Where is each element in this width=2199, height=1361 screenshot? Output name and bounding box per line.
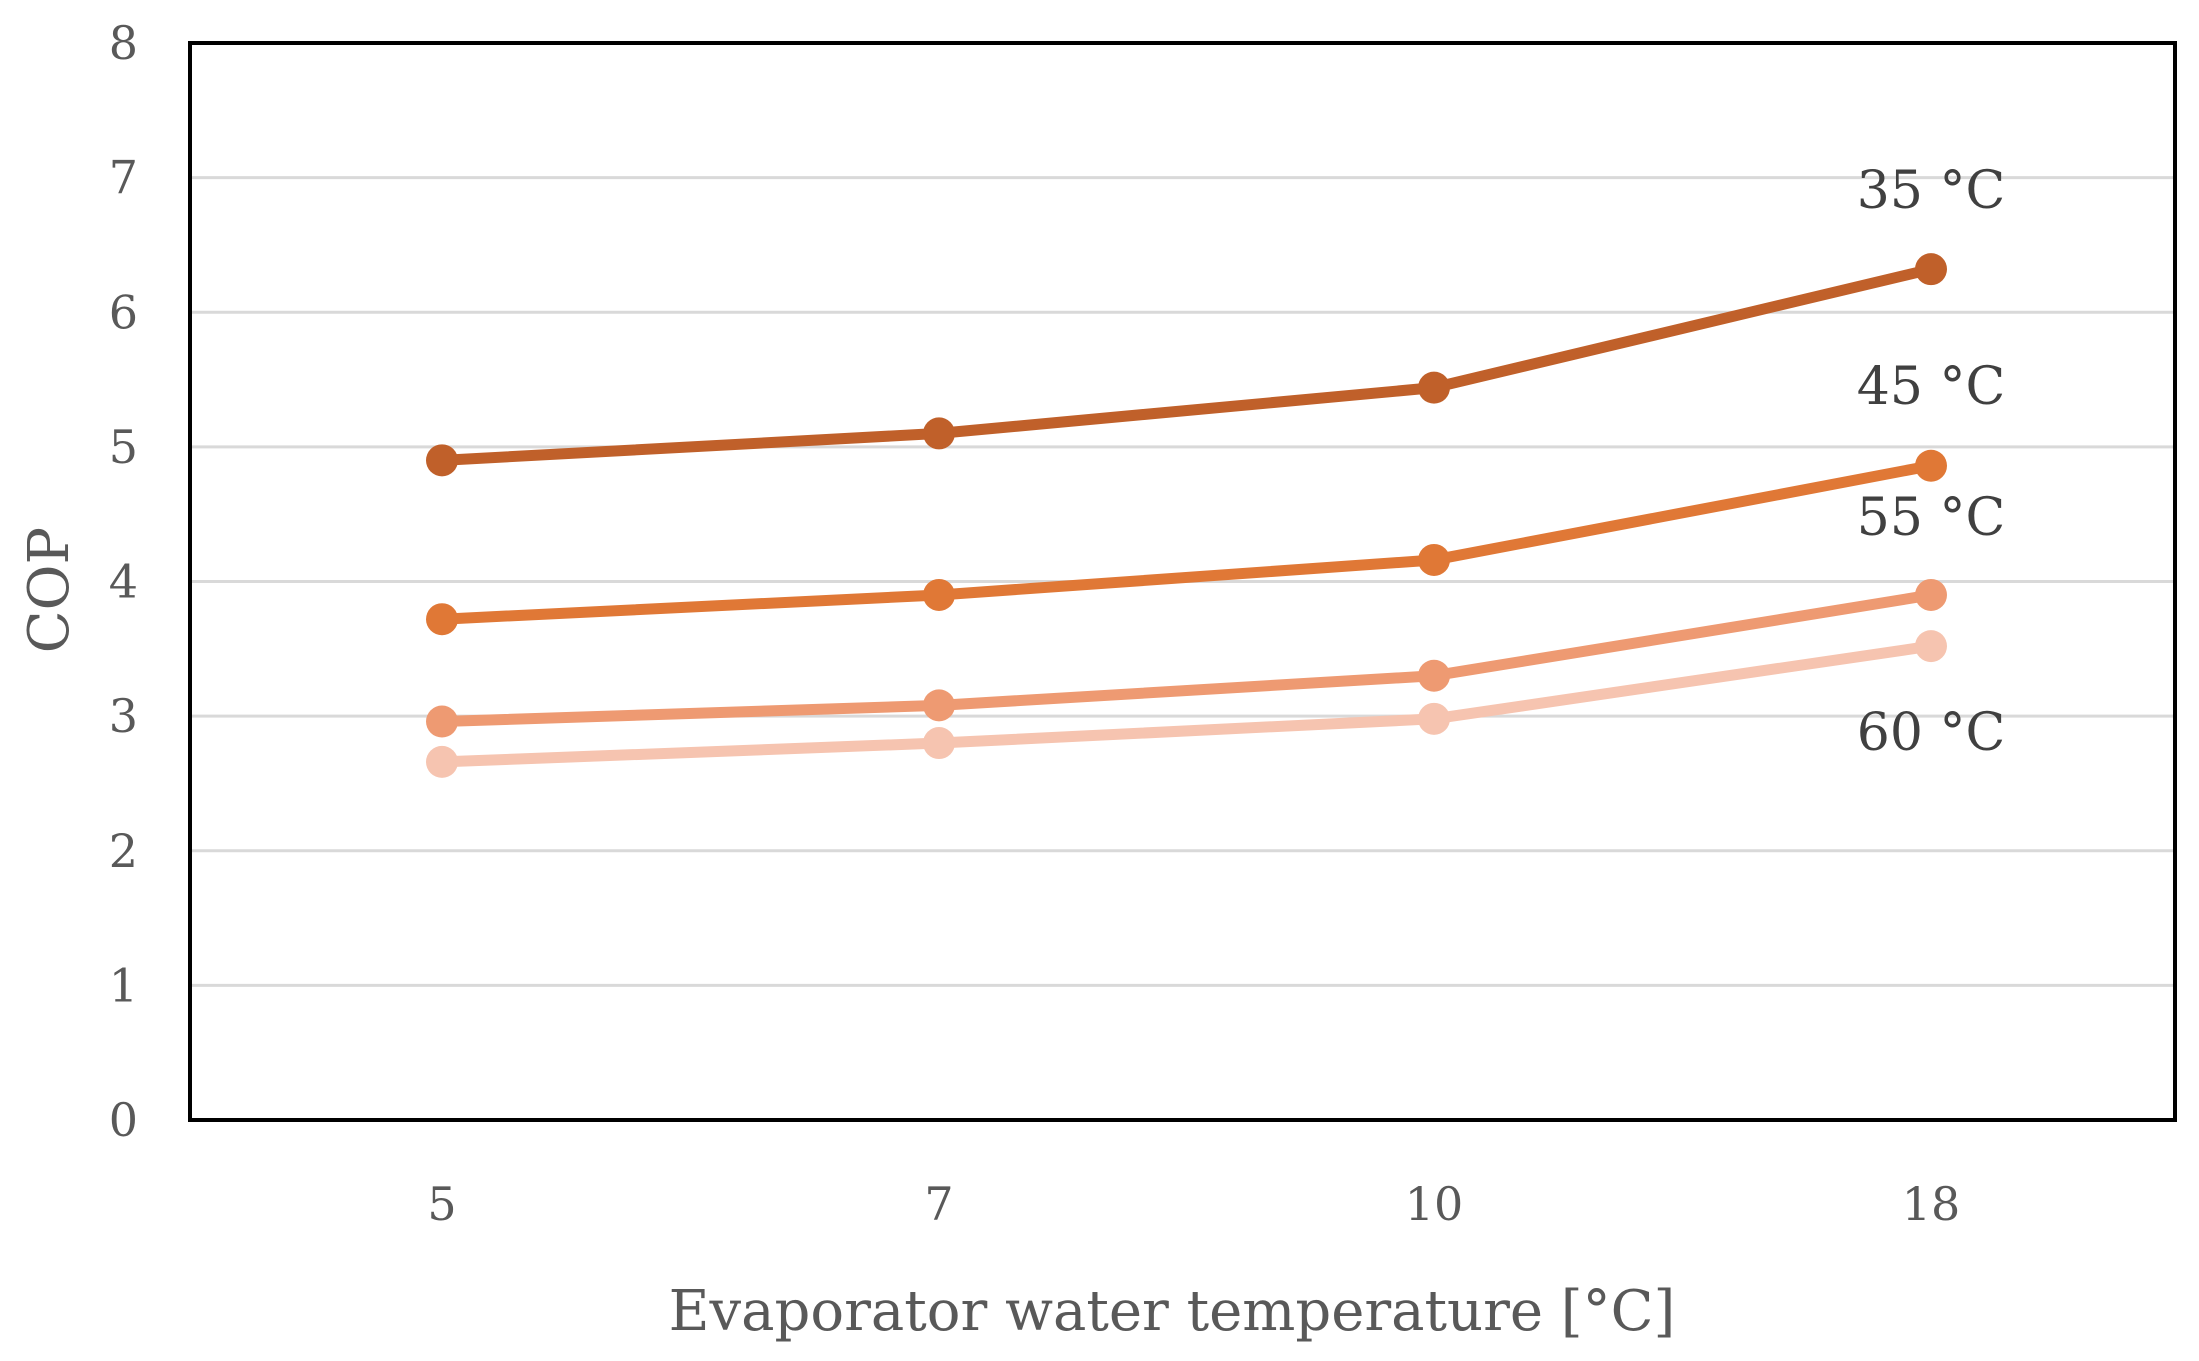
data-point xyxy=(426,705,458,738)
data-point xyxy=(923,727,955,760)
data-point xyxy=(426,603,458,636)
data-point xyxy=(426,745,458,778)
series-line xyxy=(436,589,1937,728)
y-tick-label: 4 xyxy=(109,555,138,609)
series-0 xyxy=(426,253,1947,477)
data-point xyxy=(1915,253,1947,286)
data-point xyxy=(1418,702,1450,735)
y-tick-label: 0 xyxy=(109,1093,138,1147)
series-2 xyxy=(426,578,1947,738)
series-line xyxy=(436,460,1937,625)
data-point xyxy=(1915,449,1947,482)
data-point xyxy=(1418,659,1450,692)
series-line xyxy=(436,263,1937,466)
plot-frame xyxy=(188,41,2177,1122)
x-axis-title: Evaporator water temperature [°C] xyxy=(669,1279,1676,1344)
data-point xyxy=(1915,630,1947,663)
series-label: 60 °C xyxy=(1857,703,2005,763)
series-1 xyxy=(426,449,1947,636)
series-label: 45 °C xyxy=(1857,357,2005,417)
data-point xyxy=(426,444,458,477)
x-tick-label: 7 xyxy=(924,1177,953,1231)
y-tick-label: 3 xyxy=(109,689,138,743)
y-tick-label: 2 xyxy=(109,824,138,878)
y-tick-label: 6 xyxy=(109,285,138,339)
data-point xyxy=(923,689,955,722)
series-label: 35 °C xyxy=(1857,161,2005,221)
y-tick-label: 5 xyxy=(109,420,138,474)
series-3 xyxy=(426,630,1947,778)
x-tick-label: 18 xyxy=(1902,1177,1961,1231)
data-point xyxy=(1418,371,1450,404)
y-axis-title: COP xyxy=(17,527,82,653)
data-point xyxy=(1915,578,1947,611)
x-axis-ticks: 5 7 10 18 xyxy=(427,1177,1960,1231)
y-axis-ticks: 0 1 2 3 4 5 6 7 8 xyxy=(109,16,138,1147)
y-tick-label: 1 xyxy=(109,958,138,1012)
x-tick-label: 5 xyxy=(427,1177,456,1231)
series-line xyxy=(436,640,1937,768)
series-lines xyxy=(426,253,1947,778)
data-point xyxy=(1418,543,1450,576)
series-label: 55 °C xyxy=(1857,488,2005,548)
x-tick-label: 10 xyxy=(1405,1177,1464,1231)
data-point xyxy=(923,578,955,611)
y-tick-label: 8 xyxy=(109,16,138,70)
y-tick-label: 7 xyxy=(109,151,138,205)
series-labels: 35 °C 45 °C 55 °C 60 °C xyxy=(1857,161,2005,763)
data-point xyxy=(923,417,955,450)
